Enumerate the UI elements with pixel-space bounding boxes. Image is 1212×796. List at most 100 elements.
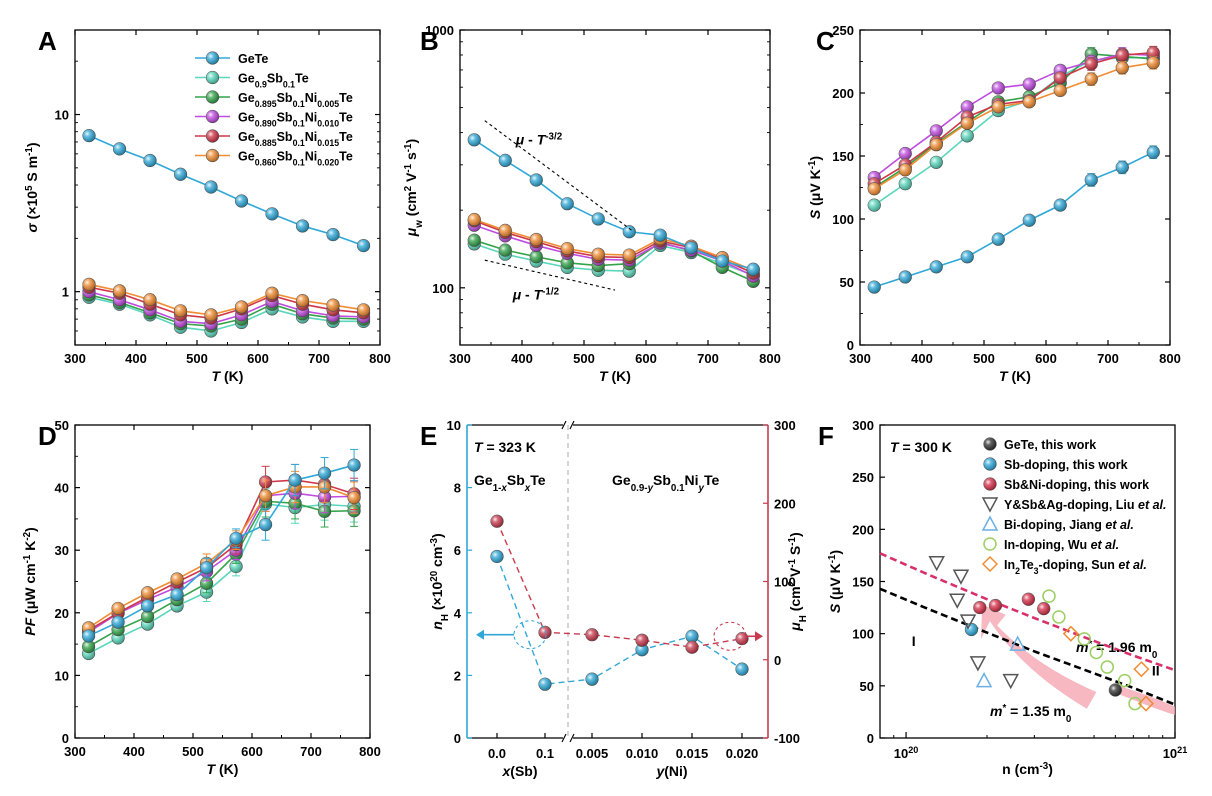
legend-label-3: Y&Sb&Ag-doping, Liu et al.: [1004, 498, 1167, 512]
data-point-Sb: [929, 155, 943, 169]
temperature-label: T = 323 K: [474, 439, 536, 455]
x-tick-label: 600: [241, 744, 263, 759]
left-y-tick-label: 4: [454, 606, 462, 621]
data-point-GeTe-shine: [867, 280, 881, 294]
data-point-Ni020-shine: [235, 300, 248, 314]
y-tick-label: 1000: [425, 23, 454, 38]
data-point-GeTe: [467, 133, 481, 147]
muH-point: [735, 632, 749, 646]
data-point-GeTe: [143, 153, 157, 168]
nH-point: [538, 677, 552, 691]
data-point-Ni020: [867, 182, 881, 196]
y-tick-label: 40: [55, 481, 69, 496]
data-point-Sb: [898, 177, 912, 191]
series-line-Ni015: [88, 286, 364, 319]
data-point-GeTe: [960, 250, 974, 264]
legend-marker-4: [981, 515, 999, 531]
data-point-GeTe-shine: [357, 239, 370, 252]
right-y-tick-label: 200: [774, 496, 796, 511]
legend-marker-Ni015: [205, 129, 220, 143]
data-point-GeTe-shine: [1022, 213, 1036, 227]
data-point-GeTe: [170, 588, 184, 602]
guide-label: μ - T-3/2: [515, 131, 563, 148]
panel-label-F: F: [818, 421, 834, 451]
data-point-GeTe: [1146, 145, 1160, 159]
curve-label-high: m* = 1.96 m0: [1076, 639, 1158, 661]
data-point-GeTe: [591, 212, 605, 226]
data-point-Ni020-shine: [991, 100, 1005, 114]
data-point-group-6: [1062, 625, 1079, 642]
legend-marker-Sb-shine: [206, 71, 219, 84]
panel-label-C: C: [816, 26, 835, 56]
series-line-GeTe: [88, 134, 364, 247]
legend-label-0: GeTe, this work: [1004, 438, 1096, 452]
data-point-GeTe: [622, 225, 636, 239]
x-tick-label: 700: [308, 351, 330, 366]
data-point-Ni020: [898, 163, 912, 177]
series-line-Ni010: [88, 290, 364, 325]
axis-break: [561, 420, 567, 430]
data-point-Ni005-shine: [529, 250, 543, 264]
data-point-Ni010-shine: [1022, 77, 1036, 91]
data-point-Ni020: [560, 241, 574, 256]
data-point-GeTe-shine: [1053, 198, 1067, 212]
legend-label-5: In-doping, Wu et al.: [1004, 538, 1119, 552]
series-line-Ni020: [88, 283, 364, 316]
y-tick-label: 50: [55, 418, 69, 433]
data-point-group-5: [1100, 660, 1115, 674]
y-tick-label: 250: [832, 23, 854, 38]
data-point-GeTe-shine: [288, 473, 302, 487]
x-tick-label: 600: [1035, 351, 1057, 366]
data-point-GeTe-shine: [653, 228, 667, 242]
series-line-GeTe: [874, 151, 1154, 288]
legend-marker-6: [981, 555, 999, 573]
data-point-GeTe-shine: [259, 518, 272, 531]
data-point-Ni020-shine: [1084, 72, 1098, 86]
x-tick-label: 1021: [1163, 745, 1188, 761]
data-point-Ni005: [288, 496, 302, 510]
nH-point-shine: [635, 643, 649, 657]
y-tick-label: 10: [55, 108, 69, 123]
y-tick-label: 150: [852, 575, 874, 590]
data-point-group-4: [1009, 635, 1026, 651]
right-y-tick-label: -100: [774, 731, 800, 746]
data-point-Sb-shine: [960, 129, 974, 143]
legend-marker-Ni005: [205, 90, 220, 104]
data-point-GeTe-shine: [529, 173, 543, 187]
y-tick-label: 100: [852, 627, 874, 642]
data-point-Ni020: [295, 294, 310, 308]
panel-A: A 300 400 500 600 700 800 1 10 T (K) σ (×105 S m-1…: [24, 26, 391, 384]
data-point-GeTe-shine: [170, 588, 184, 601]
series-line-Ni020: [873, 61, 1154, 190]
series-line-Ni020: [473, 218, 754, 271]
legend-label-6: In2Te3-doping, Sun et al.: [1004, 558, 1147, 576]
y-tick-label: 50: [860, 679, 874, 694]
x-tick-label: 700: [697, 351, 719, 366]
data-point-GeTe-shine: [746, 262, 760, 276]
legend-marker-Sb: [205, 70, 220, 85]
data-point-Ni020-shine: [113, 284, 126, 298]
y-tick-label: 300: [852, 418, 874, 433]
y-tick-label: 200: [852, 522, 874, 537]
series-line-Sb: [88, 503, 355, 655]
x-axis-title-right: y(Ni): [655, 763, 687, 779]
nH-point: [490, 549, 504, 564]
legend-marker-GeTe: [205, 51, 220, 65]
panel-D: D 300 400 500 600 700 800 0 10 20 30 40 50 T (K) PF (μ…: [22, 418, 381, 777]
data-point-group-2: [988, 598, 1003, 613]
data-point-Sb-shine: [898, 177, 912, 191]
panel-B: B 300 400 500 600 700 800 100 1000 T (K) μw (cm2 V…: [403, 23, 781, 384]
legend-label-4: Bi-doping, Jiang et al.: [1004, 518, 1134, 532]
data-point-GeTe-shine: [326, 228, 340, 241]
data-point-Ni020-shine: [326, 298, 340, 312]
panel-label-B: B: [420, 26, 439, 56]
data-point-GeTe: [347, 458, 361, 472]
x-tick-label: 600: [635, 351, 657, 366]
muH-point: [538, 625, 552, 639]
x-tick-label: 800: [359, 744, 381, 759]
guide-line: [484, 259, 616, 291]
legend-marker-2-shine: [983, 477, 997, 491]
data-point-Ni020-shine: [529, 233, 543, 246]
data-point-Ni005: [560, 256, 574, 270]
